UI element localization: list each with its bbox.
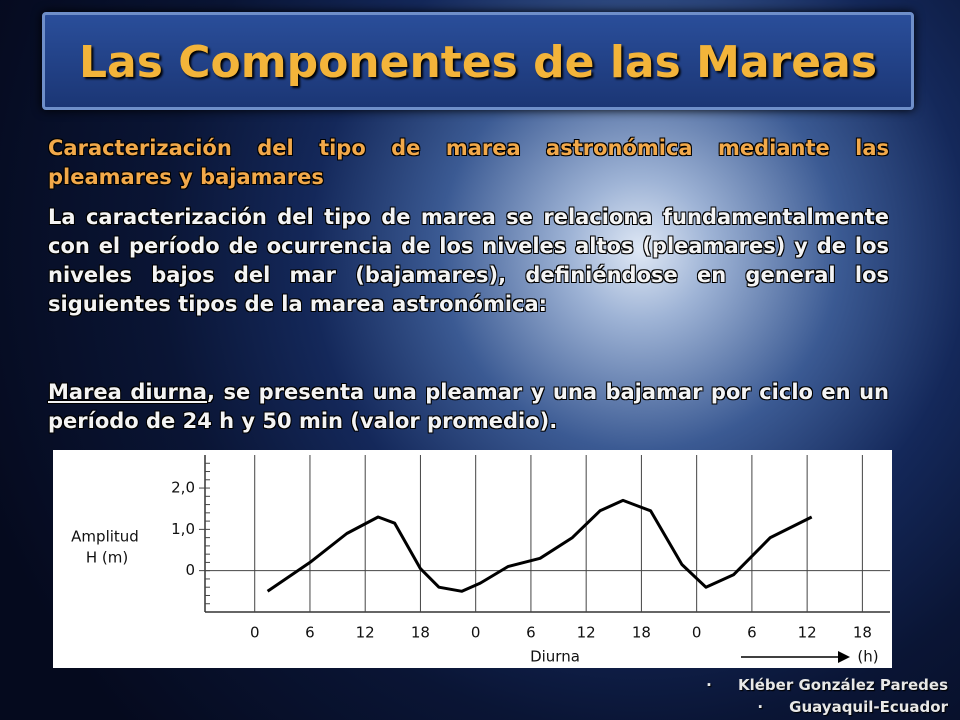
y-tick-label: 0	[185, 561, 195, 579]
author: Kléber González Paredes	[737, 676, 948, 694]
title-box: Las Componentes de las Mareas	[42, 12, 914, 110]
arrow-head	[838, 651, 850, 663]
location: Guayaquil-Ecuador	[789, 698, 948, 716]
x-tick-label: 12	[356, 624, 375, 642]
figure: 0 6 12 18 0 6 12 18 0 6 12 18 0 1,0 2,0 Amplitud H (m) Di…	[53, 450, 892, 668]
y-tick-label: 1,0	[171, 520, 195, 538]
x-tick-label: 0	[692, 624, 702, 642]
x-tick-label: 0	[250, 624, 260, 642]
title: Las Componentes de las Mareas	[78, 37, 878, 88]
x-tick-label: 0	[471, 624, 481, 642]
y-tick-label: 2,0	[171, 479, 195, 497]
footer-line: · Guayaquil-Ecuador	[757, 698, 948, 716]
x-tick-label: 6	[305, 624, 315, 642]
subtitle: Caracterización del tipo de marea astron…	[48, 136, 889, 189]
y-label: Amplitud	[71, 528, 139, 546]
footer-line: · Kléber González Paredes	[706, 676, 948, 694]
x-tick-label: 12	[798, 624, 817, 642]
x-tick-label: 12	[577, 624, 596, 642]
x-tick-label: 6	[747, 624, 757, 642]
x-tick-label: 18	[853, 624, 872, 642]
x-unit: (h)	[857, 648, 878, 666]
x-tick-label: 6	[526, 624, 536, 642]
term: Marea diurna	[48, 380, 207, 404]
x-label: Diurna	[530, 648, 580, 666]
definition: Marea diurna, se presenta una pleamar y …	[48, 378, 889, 436]
definition-text: , se presenta una pleamar y una bajamar …	[48, 380, 890, 433]
paragraph: La caracterización del tipo de marea se …	[48, 205, 889, 316]
x-tick-label: 18	[411, 624, 430, 642]
y-label: H (m)	[86, 549, 128, 567]
tide-curve	[266, 498, 813, 593]
x-tick-label: 18	[632, 624, 651, 642]
